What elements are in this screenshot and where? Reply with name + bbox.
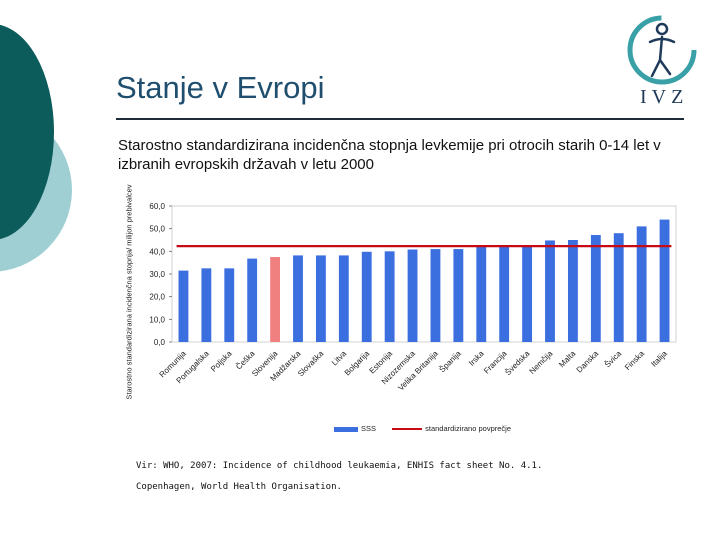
bar-slovenija <box>270 257 281 342</box>
bar-švedska <box>522 246 533 342</box>
bar-litva <box>338 255 349 342</box>
x-tick-label: Slovaška <box>296 349 326 379</box>
y-axis-label-container: Starostno standardizirana incidenčna sto… <box>118 184 140 399</box>
bar-malta <box>567 240 578 342</box>
y-tick-label: 30,0 <box>149 270 165 279</box>
x-tick-label: Velika Britanija <box>396 349 440 393</box>
bar-romunija <box>178 270 189 342</box>
bar-švica <box>613 233 624 342</box>
title-divider <box>116 118 684 120</box>
source-line-1: Vir: WHO, 2007: Incidence of childhood l… <box>136 461 543 471</box>
bar-slovaška <box>315 255 326 342</box>
y-tick-label: 0,0 <box>154 338 166 347</box>
x-tick-label: Španija <box>438 349 464 375</box>
bar-bolgarija <box>361 251 372 342</box>
ivz-logo <box>627 15 697 85</box>
legend-bar-label: SSS <box>361 424 377 433</box>
legend-line-swatch <box>392 428 423 431</box>
bar-danska <box>590 235 601 342</box>
bar-madžarska <box>293 255 303 342</box>
bar-portugalska <box>201 268 212 342</box>
bar-nizozemska <box>407 249 418 342</box>
y-tick-label: 40,0 <box>149 247 165 256</box>
y-axis-label: Starostno standardizirana incidenčna sto… <box>124 184 134 400</box>
x-tick-label: Nemčija <box>528 349 555 376</box>
bar-estonija <box>384 251 395 342</box>
source-line-2: Copenhagen, World Health Organisation. <box>136 482 342 492</box>
legend-bar-swatch <box>334 426 358 432</box>
x-tick-label: Poljska <box>209 349 234 374</box>
bar-chart: 0,010,020,030,040,050,060,0RomunijaPortu… <box>149 202 677 393</box>
y-tick-label: 10,0 <box>149 315 165 324</box>
y-tick-label: 50,0 <box>149 225 165 234</box>
x-tick-label: Bolgarija <box>343 349 372 378</box>
bar-nemčija <box>545 240 555 342</box>
decorative-circles <box>0 24 72 272</box>
bar-francija <box>499 246 510 342</box>
bar-poljska <box>224 268 235 342</box>
bar-italija <box>659 219 670 342</box>
bar-irska <box>476 246 487 342</box>
bar-velika-britanija <box>430 249 441 342</box>
x-tick-label: Danska <box>575 349 601 375</box>
x-tick-label: Italija <box>649 349 669 369</box>
logo-text: IVZ <box>640 86 689 108</box>
y-tick-label: 60,0 <box>149 202 165 211</box>
x-tick-label: Malta <box>557 349 578 370</box>
slide-subtitle: Starostno standardizirana incidenčna sto… <box>118 137 661 173</box>
bar-španija <box>453 249 464 342</box>
x-tick-label: Švica <box>603 349 624 370</box>
y-tick-label: 20,0 <box>149 293 165 302</box>
bar-finska <box>636 226 647 342</box>
bar-češka <box>247 258 258 342</box>
source-note: Vir: WHO, 2007: Incidence of childhood l… <box>136 456 542 498</box>
x-tick-label: Irska <box>467 349 486 368</box>
chart-legend: SSS standardizirano povprečje <box>334 424 511 433</box>
x-tick-label: Švedska <box>503 349 531 377</box>
legend-line-label: standardizirano povprečje <box>425 424 511 433</box>
x-tick-label: Litva <box>330 349 349 368</box>
x-tick-label: Finska <box>623 349 646 372</box>
slide-title: Stanje v Evropi <box>116 70 325 105</box>
